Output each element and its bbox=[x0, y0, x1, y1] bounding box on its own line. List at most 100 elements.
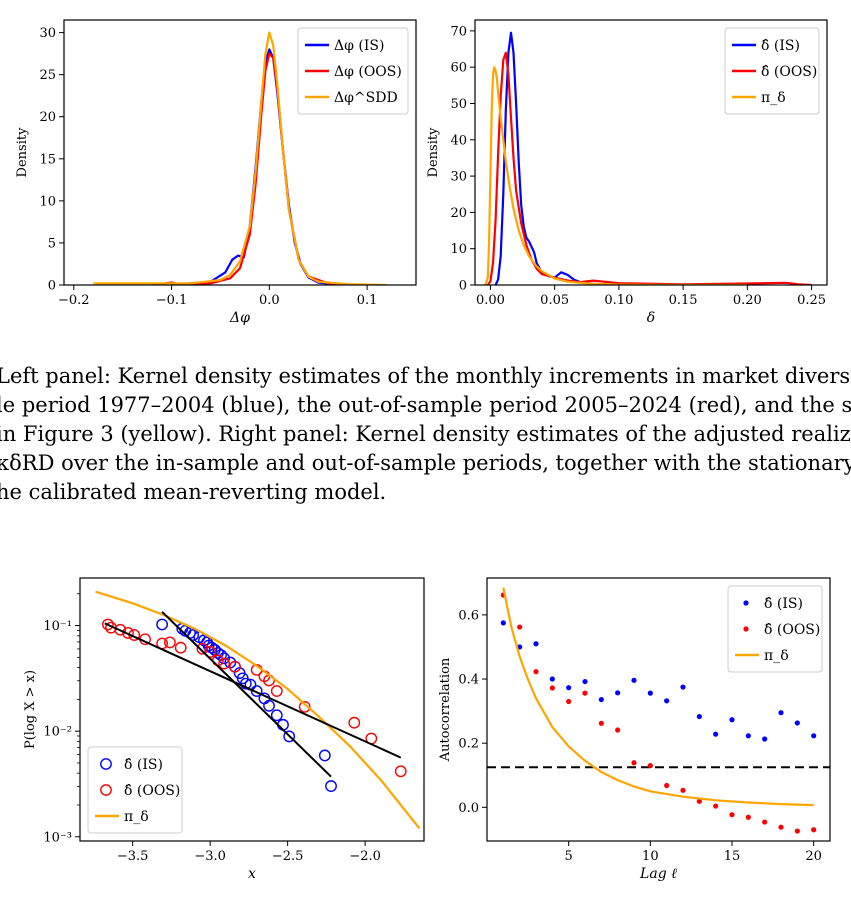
legend-label: π_δ bbox=[764, 648, 789, 664]
legend-label: Δφ^SDD bbox=[334, 90, 398, 106]
data-point bbox=[664, 782, 670, 789]
data-point bbox=[582, 690, 588, 696]
data-point bbox=[187, 629, 200, 641]
data-point bbox=[318, 749, 331, 762]
data-point bbox=[713, 731, 719, 737]
data-point bbox=[204, 646, 217, 658]
data-point bbox=[631, 677, 637, 683]
legend-marker bbox=[100, 758, 112, 770]
legend-item: Δφ^SDD bbox=[305, 90, 398, 106]
caption-line-4: κδRD over the in-sample and out-of-sampl… bbox=[0, 451, 851, 475]
legend-label: Δφ (OOS) bbox=[334, 64, 402, 80]
legend-label: π_δ bbox=[124, 809, 149, 825]
plot-area bbox=[93, 31, 387, 285]
data-point bbox=[549, 676, 555, 682]
legend-marker bbox=[743, 626, 749, 632]
x-axis-label: Δφ bbox=[229, 310, 250, 326]
data-point bbox=[566, 698, 572, 705]
data-point bbox=[163, 636, 176, 649]
x-tick-label: −3.0 bbox=[194, 849, 226, 864]
data-point bbox=[229, 660, 241, 673]
data-point bbox=[270, 685, 283, 697]
legend-label: δ̂ (IS) bbox=[764, 596, 803, 612]
data-point bbox=[729, 717, 735, 723]
data-point bbox=[196, 642, 209, 655]
y-tick-label: 0.4 bbox=[458, 673, 479, 688]
x-tick-label: 0.0 bbox=[259, 293, 280, 308]
data-point bbox=[263, 699, 275, 712]
data-point bbox=[811, 733, 817, 739]
y-tick-label: 0 bbox=[48, 279, 56, 294]
y-tick-label: 70 bbox=[450, 24, 467, 39]
x-tick-label: 5 bbox=[565, 849, 573, 864]
axes-frame bbox=[63, 19, 417, 286]
legend-item: δ̂ (IS) bbox=[743, 596, 803, 612]
x-tick-label: 0.10 bbox=[604, 293, 633, 308]
data-point bbox=[122, 627, 134, 639]
chart-acf-plot: 5 10 15 20 0.0 0.2 0.4 0.6 Lag ℓ Autocorrelation δ… bbox=[438, 577, 831, 882]
data-point bbox=[283, 730, 296, 743]
legend-item: δ̂ (OOS) bbox=[100, 783, 180, 799]
data-point bbox=[811, 827, 817, 833]
legend: δ̂ (IS) δ̂ (OOS) π_δ bbox=[87, 746, 183, 834]
axes-frame bbox=[474, 19, 828, 286]
data-point bbox=[696, 713, 702, 720]
caption-line-3: in Figure 3 (yellow). Right panel: Kerne… bbox=[0, 422, 851, 446]
series-line bbox=[484, 66, 748, 285]
data-point bbox=[325, 780, 337, 792]
y-tick-label: 15 bbox=[39, 152, 56, 167]
y-tick-label: 10 bbox=[39, 194, 56, 209]
x-tick-label: 0.1 bbox=[357, 293, 378, 308]
fit-line bbox=[161, 611, 332, 778]
data-point bbox=[729, 812, 735, 818]
data-point bbox=[762, 819, 768, 825]
data-point bbox=[615, 690, 621, 696]
data-point bbox=[615, 727, 621, 733]
data-point bbox=[647, 690, 653, 696]
data-point bbox=[566, 685, 572, 691]
data-point bbox=[664, 698, 670, 704]
data-point bbox=[680, 787, 686, 793]
y-tick-label: 0 bbox=[459, 279, 467, 294]
legend-box bbox=[87, 746, 183, 834]
x-tick-label: 0.25 bbox=[797, 293, 826, 308]
data-point bbox=[745, 814, 751, 820]
x-tick-label: 0.05 bbox=[540, 293, 569, 308]
data-point bbox=[174, 641, 187, 654]
data-point bbox=[218, 652, 231, 665]
legend-item: δ̂ (IS) bbox=[100, 757, 163, 773]
x-axis-label: x bbox=[248, 866, 256, 882]
data-point bbox=[598, 720, 604, 726]
caption-line-2: le period 1977–2004 (blue), the out-of-s… bbox=[0, 393, 851, 417]
legend-label: π_δ bbox=[761, 90, 786, 106]
data-point bbox=[250, 685, 263, 697]
y-tick-label: 60 bbox=[450, 61, 467, 76]
caption: Left panel: Kernel density estimates of … bbox=[0, 362, 851, 507]
data-point bbox=[533, 641, 539, 647]
x-tick-label: 20 bbox=[805, 849, 822, 864]
y-tick-label: 25 bbox=[39, 68, 56, 83]
axes-frame bbox=[79, 577, 425, 842]
y-tick-label: 20 bbox=[39, 110, 56, 125]
series-line bbox=[494, 31, 619, 285]
legend-item: π_δ bbox=[735, 648, 789, 664]
x-tick-label: −0.2 bbox=[58, 293, 90, 308]
legend-label: Δφ (IS) bbox=[334, 38, 384, 54]
legend-item: π_δ bbox=[732, 90, 786, 106]
data-point bbox=[631, 760, 637, 766]
data-point bbox=[680, 684, 686, 690]
data-point bbox=[647, 763, 653, 769]
legend-item: δ̂ (OOS) bbox=[743, 622, 820, 638]
x-axis-label: Lag ℓ bbox=[639, 866, 677, 882]
data-point bbox=[270, 709, 283, 722]
data-point bbox=[500, 620, 506, 626]
legend-label: δ̂ (IS) bbox=[761, 38, 800, 54]
plot-area bbox=[95, 590, 421, 829]
legend-item: δ̂ (OOS) bbox=[732, 64, 817, 80]
x-tick-label: −0.1 bbox=[156, 293, 188, 308]
y-tick-label: 30 bbox=[39, 26, 56, 41]
data-point bbox=[762, 736, 768, 742]
fit-line bbox=[104, 622, 402, 759]
series-line bbox=[93, 31, 387, 285]
y-tick-label: 10 bbox=[450, 242, 467, 257]
